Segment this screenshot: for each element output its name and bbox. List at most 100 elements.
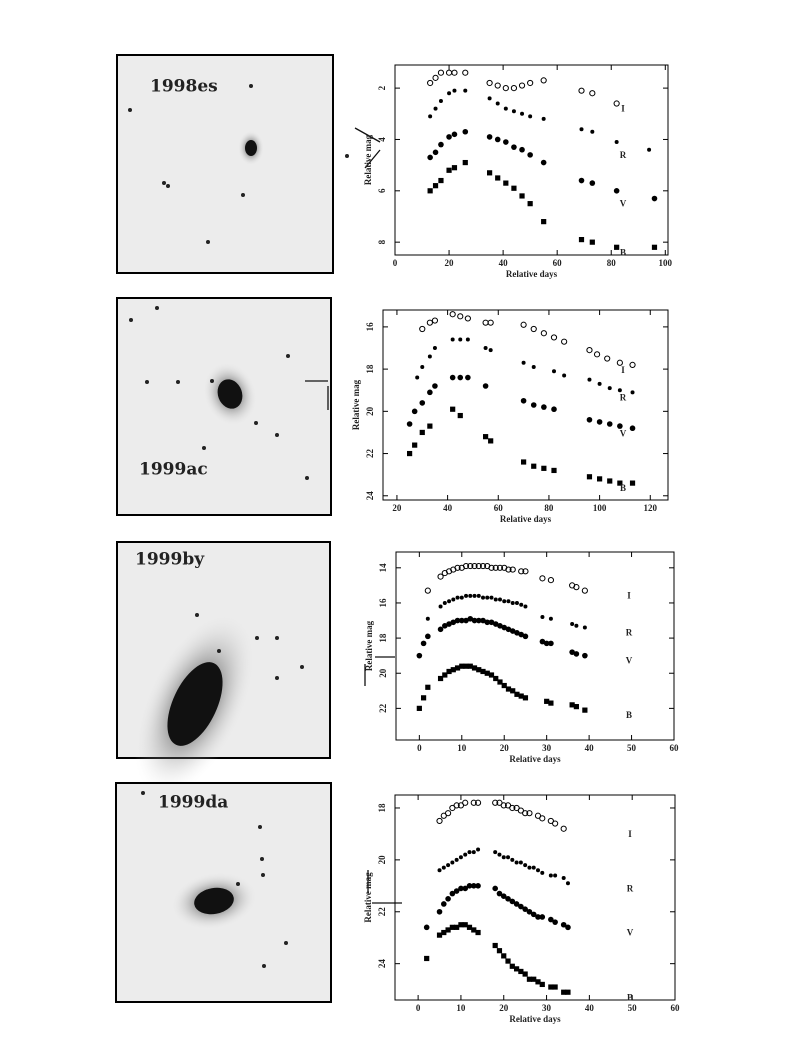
point bbox=[484, 670, 490, 676]
point bbox=[651, 195, 658, 202]
point bbox=[446, 668, 452, 675]
x-tick-label: 60 bbox=[553, 258, 563, 268]
point bbox=[438, 177, 444, 184]
point bbox=[431, 317, 439, 324]
star bbox=[176, 380, 180, 384]
point bbox=[531, 365, 536, 369]
point bbox=[467, 663, 473, 669]
point bbox=[445, 69, 453, 76]
image-panel: 1999by bbox=[116, 541, 331, 797]
series-label: I bbox=[621, 104, 625, 114]
point bbox=[462, 922, 468, 928]
point bbox=[531, 865, 536, 870]
point bbox=[613, 100, 620, 107]
point bbox=[513, 966, 520, 972]
point bbox=[578, 236, 585, 243]
point bbox=[547, 577, 555, 584]
point bbox=[441, 865, 446, 870]
point bbox=[509, 628, 516, 634]
point bbox=[486, 79, 493, 87]
point bbox=[459, 663, 465, 669]
y-tick-label: 20 bbox=[377, 855, 387, 865]
point bbox=[449, 311, 456, 318]
point bbox=[462, 128, 469, 135]
point bbox=[451, 69, 458, 76]
point bbox=[457, 412, 463, 419]
point bbox=[540, 615, 545, 620]
point bbox=[495, 101, 500, 106]
point bbox=[463, 617, 469, 624]
point bbox=[481, 595, 486, 600]
x-axis-label: Relative days bbox=[506, 269, 558, 279]
image-label: 1998es bbox=[150, 77, 218, 97]
point bbox=[514, 860, 519, 865]
point bbox=[482, 319, 489, 326]
point bbox=[523, 604, 528, 609]
point bbox=[475, 883, 481, 889]
x-tick-label: 0 bbox=[393, 258, 398, 268]
point bbox=[503, 106, 508, 111]
point bbox=[521, 459, 527, 465]
point bbox=[488, 619, 495, 626]
point bbox=[569, 702, 575, 708]
point bbox=[451, 131, 458, 138]
point bbox=[535, 914, 541, 920]
x-tick-label: 20 bbox=[392, 503, 402, 513]
star bbox=[236, 882, 240, 886]
point bbox=[510, 85, 518, 92]
point bbox=[433, 106, 438, 111]
x-tick-label: 20 bbox=[445, 258, 455, 268]
star bbox=[129, 318, 133, 322]
series-label: V bbox=[627, 927, 634, 937]
point bbox=[527, 79, 534, 87]
point bbox=[518, 860, 523, 865]
point bbox=[589, 90, 596, 97]
point bbox=[436, 932, 443, 938]
x-tick-label: 10 bbox=[456, 1003, 466, 1013]
point bbox=[539, 981, 545, 988]
plot-frame bbox=[395, 551, 675, 741]
pointer bbox=[364, 149, 381, 169]
point bbox=[543, 640, 550, 647]
point bbox=[486, 134, 493, 140]
point bbox=[513, 901, 520, 907]
point bbox=[432, 183, 439, 189]
point bbox=[480, 617, 486, 624]
point bbox=[502, 599, 507, 604]
point bbox=[586, 347, 593, 354]
point bbox=[475, 562, 482, 570]
y-axis-label: Relative mag bbox=[363, 872, 373, 923]
point bbox=[420, 695, 427, 701]
galaxy bbox=[245, 140, 257, 156]
point bbox=[552, 369, 556, 374]
y-tick-label: 24 bbox=[365, 491, 375, 501]
point bbox=[474, 799, 482, 806]
y-tick-label: 8 bbox=[377, 239, 387, 244]
point bbox=[420, 365, 425, 369]
point bbox=[541, 219, 547, 225]
series-label: R bbox=[620, 392, 627, 402]
point bbox=[442, 672, 448, 678]
star bbox=[260, 857, 264, 861]
point bbox=[454, 924, 460, 930]
point bbox=[589, 180, 596, 186]
point bbox=[502, 85, 509, 92]
point bbox=[427, 79, 434, 87]
point bbox=[492, 621, 499, 627]
x-tick-label: 30 bbox=[542, 743, 552, 753]
y-axis-label: Relative mag bbox=[351, 379, 361, 430]
point bbox=[551, 467, 557, 474]
point bbox=[530, 325, 537, 333]
point bbox=[522, 633, 529, 640]
point bbox=[552, 984, 558, 990]
point bbox=[531, 463, 537, 469]
series-label: R bbox=[627, 883, 634, 893]
point bbox=[518, 82, 526, 89]
point bbox=[454, 564, 461, 571]
point bbox=[458, 885, 464, 892]
point bbox=[492, 885, 498, 892]
point bbox=[466, 924, 473, 930]
x-axis-label: Relative days bbox=[500, 514, 552, 524]
point bbox=[488, 564, 495, 571]
point bbox=[488, 672, 495, 678]
